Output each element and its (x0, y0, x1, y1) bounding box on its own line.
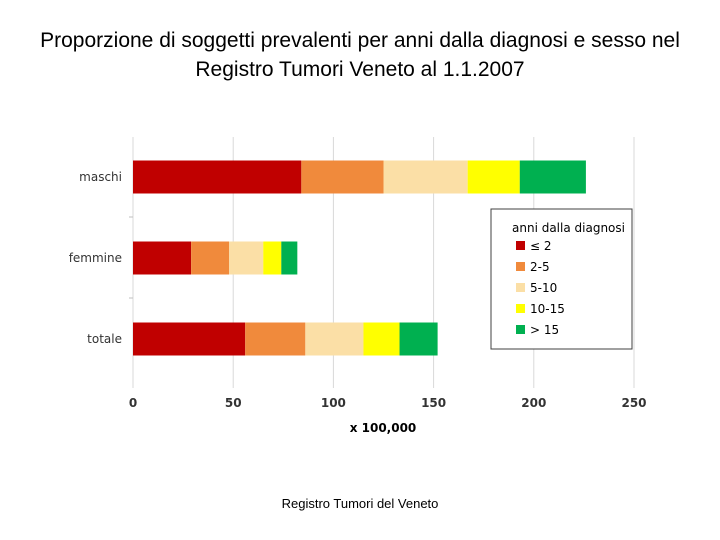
bar-segment (467, 160, 520, 194)
legend-swatch (516, 241, 525, 250)
category-label: totale (87, 332, 122, 346)
legend-label: > 15 (530, 323, 559, 337)
x-tick-label: 250 (621, 396, 646, 410)
legend-label: 10-15 (530, 302, 565, 316)
x-tick-label: 0 (129, 396, 137, 410)
category-labels: maschi femmine totale (69, 170, 122, 346)
legend-swatch (516, 304, 525, 313)
chart-title: Proporzione di soggetti prevalenti per a… (40, 29, 680, 81)
bar-segment (133, 322, 246, 356)
x-tick-label: 50 (225, 396, 242, 410)
legend: anni dalla diagnosi ≤ 2 2-5 5-10 10-15 > 15 (490, 208, 633, 350)
bar-segment (399, 322, 438, 356)
bar-segment (383, 160, 468, 194)
legend-label: 2-5 (530, 260, 550, 274)
bar-segment (263, 241, 282, 275)
bars (133, 160, 586, 356)
bar-segment (519, 160, 586, 194)
category-tick-marks (129, 216, 133, 299)
x-tick-labels: 0 50 100 150 200 250 (129, 396, 647, 410)
legend-box (490, 208, 633, 350)
bar-segment (281, 241, 298, 275)
bar-segment (229, 241, 264, 275)
legend-label: 5-10 (530, 281, 557, 295)
bar-segment (305, 322, 364, 356)
bar-segment (133, 241, 192, 275)
legend-label: ≤ 2 (530, 239, 552, 253)
category-label: maschi (79, 170, 122, 184)
legend-title: anni dalla diagnosi (512, 221, 625, 235)
x-tick-label: 200 (521, 396, 546, 410)
bar-segment (133, 160, 302, 194)
legend-items: ≤ 2 2-5 5-10 10-15 > 15 (516, 239, 565, 337)
bar-segment (363, 322, 400, 356)
x-axis-title: x 100,000 (350, 421, 417, 435)
legend-swatch (516, 283, 525, 292)
x-tick-label: 150 (421, 396, 446, 410)
legend-swatch (516, 262, 525, 271)
bar-segment (191, 241, 230, 275)
bar-segment (245, 322, 306, 356)
x-tick-label: 100 (321, 396, 346, 410)
legend-swatch (516, 325, 525, 334)
footer-source: Registro Tumori del Veneto (281, 496, 439, 511)
bar-segment (301, 160, 384, 194)
category-label: femmine (69, 251, 122, 265)
